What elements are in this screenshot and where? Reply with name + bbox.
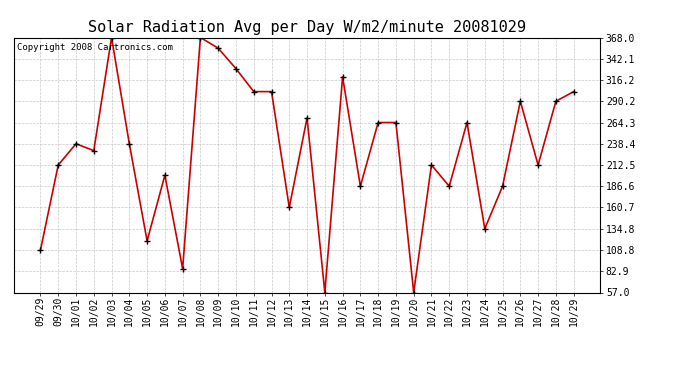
Title: Solar Radiation Avg per Day W/m2/minute 20081029: Solar Radiation Avg per Day W/m2/minute … xyxy=(88,20,526,35)
Text: Copyright 2008 Cartronics.com: Copyright 2008 Cartronics.com xyxy=(17,43,172,52)
